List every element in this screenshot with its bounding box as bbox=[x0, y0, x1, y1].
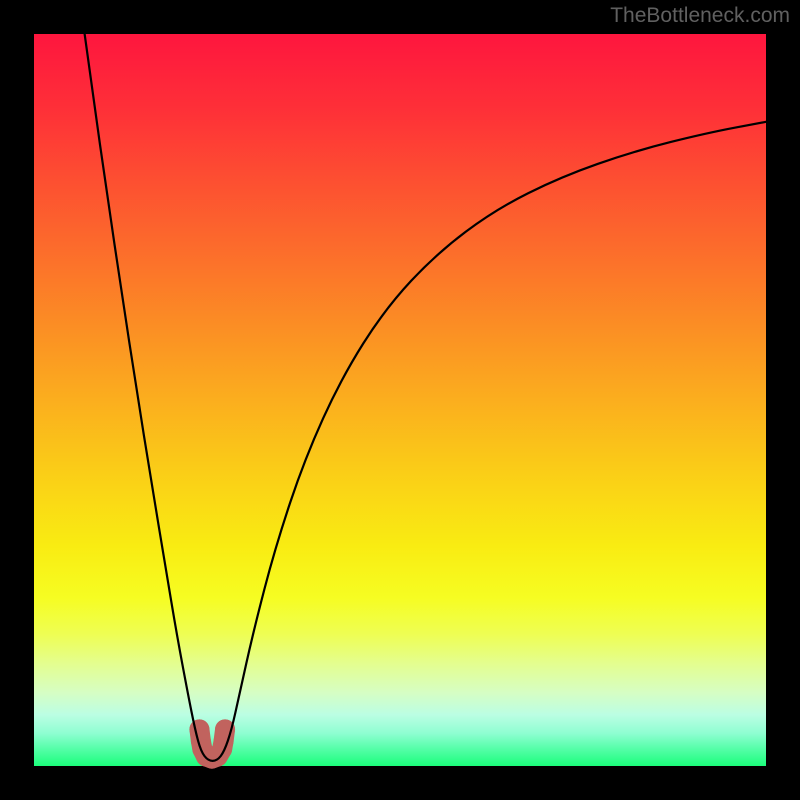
chart-container: TheBottleneck.com bbox=[0, 0, 800, 800]
bottleneck-curve-chart bbox=[0, 0, 800, 800]
plot-background bbox=[34, 34, 766, 766]
watermark-text: TheBottleneck.com bbox=[610, 4, 790, 28]
